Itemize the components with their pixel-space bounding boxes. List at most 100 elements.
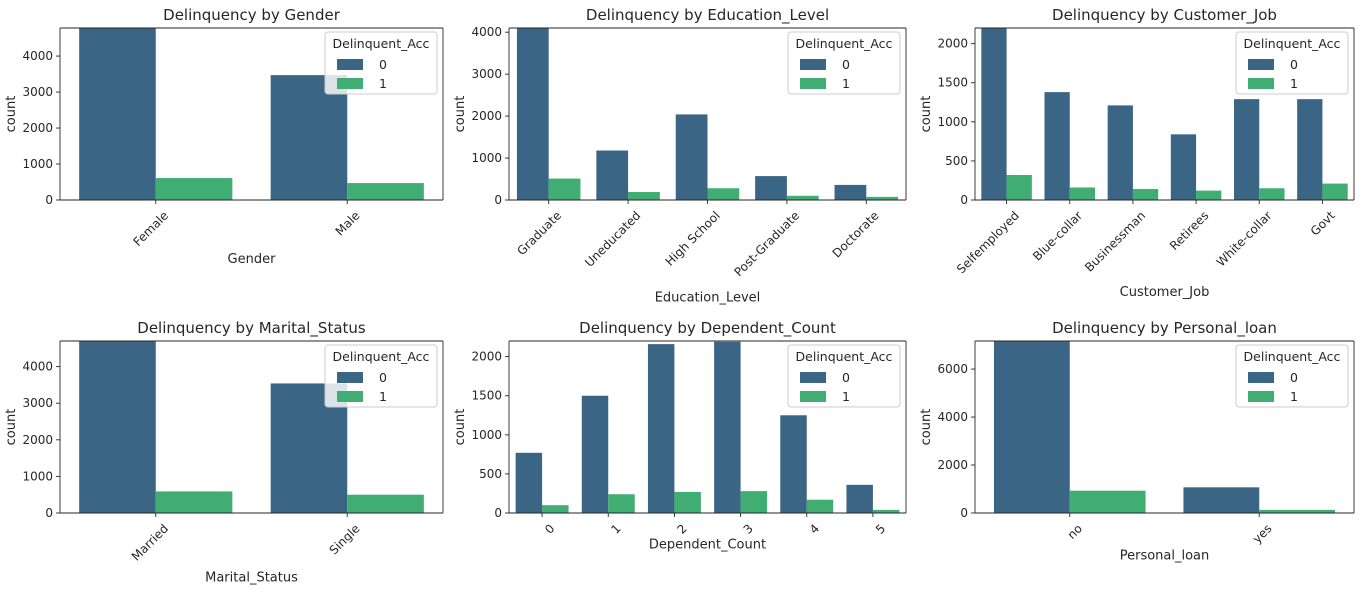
y-tick-label: 0: [960, 506, 968, 520]
x-tick-label: yes: [1250, 521, 1275, 546]
x-tick-label: Post-Graduate: [731, 208, 802, 279]
x-tick-label: 3: [741, 521, 756, 536]
chart-panel-2: 0 1000 2000 3000 4000 Graduate Uneducated High …: [453, 6, 907, 306]
bar-4-series-0: [780, 415, 807, 513]
bar-uneducated-series-1: [628, 192, 660, 200]
legend-swatch: [800, 391, 826, 402]
legend-swatch: [337, 391, 363, 402]
bar-female-series-1: [155, 178, 233, 200]
y-tick-label: 4000: [22, 49, 53, 63]
x-axis-label: Customer_Job: [1120, 285, 1210, 300]
x-axis-label: Dependent_Count: [649, 538, 766, 553]
bar-0-series-0: [515, 452, 543, 513]
y-axis-label: count: [453, 96, 468, 133]
x-tick-label: 5: [873, 521, 888, 536]
y-tick-label: 4000: [937, 410, 968, 424]
legend-swatch: [337, 372, 363, 383]
legend-swatch: [800, 59, 826, 70]
y-tick-label: 2000: [22, 121, 53, 135]
bar-blue-collar-series-1: [1069, 187, 1096, 200]
bar-retirees-series-0: [1170, 134, 1197, 200]
y-tick-label: 2000: [471, 350, 502, 364]
axes-frame: [974, 27, 1355, 201]
bar-3-series-0: [714, 341, 741, 513]
x-axis-label: Education_Level: [655, 291, 761, 306]
legend-label: 1: [379, 389, 387, 404]
bar-male-series-1: [347, 183, 424, 200]
legend-swatch: [1248, 372, 1274, 383]
bar-0-series-1: [542, 505, 569, 513]
axes-frame: [59, 340, 444, 514]
y-tick-label: 0: [45, 506, 53, 520]
x-tick-label: Businessman: [1082, 208, 1148, 274]
legend-label: 1: [1290, 76, 1298, 91]
legend-label: 0: [379, 370, 387, 385]
legend: Delinquent_Acc 0 1: [1235, 344, 1349, 408]
legend-title: Delinquent_Acc: [333, 349, 430, 364]
y-axis-label: count: [4, 409, 19, 446]
legend-label: 1: [842, 389, 850, 404]
x-tick-label: Doctorate: [830, 208, 882, 260]
chart-title: Delinquency by Dependent_Count: [579, 319, 836, 338]
chart-title: Delinquency by Gender: [163, 6, 341, 24]
bar-no-series-0: [993, 341, 1070, 513]
bar-selfemployed-series-0: [981, 28, 1007, 200]
y-axis-label: count: [919, 409, 934, 446]
legend-swatch: [1248, 78, 1274, 89]
bar-blue-collar-series-0: [1044, 92, 1070, 200]
x-tick-label: 1: [608, 521, 623, 536]
legend-label: 1: [379, 76, 387, 91]
legend-swatch: [1248, 391, 1274, 402]
y-tick-label: 4000: [22, 360, 53, 374]
legend-label: 1: [842, 76, 850, 91]
y-tick-label: 1000: [471, 151, 502, 165]
y-tick-label: 500: [945, 154, 968, 168]
y-tick-label: 1500: [937, 76, 968, 90]
legend-swatch: [800, 78, 826, 89]
y-tick-label: 0: [494, 193, 502, 207]
y-axis-label: count: [919, 96, 934, 133]
chart-title: Delinquency by Customer_Job: [1052, 6, 1277, 25]
bar-3-series-1: [740, 491, 768, 513]
legend-swatch: [337, 59, 363, 70]
legend-title: Delinquent_Acc: [333, 36, 430, 51]
bar-doctorate-series-1: [866, 196, 899, 200]
x-tick-label: Graduate: [514, 208, 564, 258]
bar-white-collar-series-0: [1233, 99, 1260, 200]
y-tick-label: 3000: [471, 67, 502, 81]
bar-male-series-0: [270, 75, 348, 200]
x-tick-label: Govt: [1308, 208, 1338, 238]
bar-no-series-1: [1069, 490, 1146, 513]
chart-panel-3: 0 500 1000 1500 2000 Selfemployed Blue-collarB…: [919, 6, 1355, 300]
bar-5-series-0: [846, 484, 873, 513]
bar-married-series-0: [79, 341, 156, 513]
bar-post-graduate-series-1: [786, 195, 819, 200]
y-tick-label: 4000: [471, 25, 502, 39]
legend-label: 0: [842, 370, 850, 385]
x-tick-label: High School: [663, 208, 723, 268]
x-tick-label: Female: [131, 208, 172, 249]
bar-2-series-0: [647, 344, 675, 513]
bar-high-school-series-0: [675, 114, 708, 200]
x-tick-label: White-collar: [1214, 208, 1275, 269]
chart-panel-5: 0 500 1000 1500 2000 0 1 2 3 4 5 Delinquency by Dep…: [453, 319, 907, 553]
bar-retirees-series-1: [1196, 190, 1222, 200]
chart-panel-1: 0 1000 2000 3000 4000 Female Male Delinquency b…: [4, 6, 444, 267]
x-axis-label: Marital_Status: [205, 571, 298, 586]
bar-govt-series-0: [1297, 99, 1323, 200]
legend-label: 0: [379, 57, 387, 72]
y-tick-label: 2000: [937, 458, 968, 472]
x-tick-label: Retirees: [1167, 208, 1211, 252]
y-tick-label: 2000: [471, 109, 502, 123]
axes-frame: [974, 340, 1355, 514]
legend: Delinquent_Acc 0 1: [324, 31, 438, 95]
y-tick-label: 2000: [937, 37, 968, 51]
legend-swatch: [337, 78, 363, 89]
bar-businessman-series-0: [1107, 105, 1133, 200]
y-tick-label: 1000: [937, 115, 968, 129]
x-tick-label: 2: [674, 521, 689, 536]
legend-title: Delinquent_Acc: [1244, 349, 1341, 364]
bar-white-collar-series-1: [1259, 188, 1285, 200]
y-tick-label: 0: [960, 193, 968, 207]
y-tick-label: 0: [494, 506, 502, 520]
